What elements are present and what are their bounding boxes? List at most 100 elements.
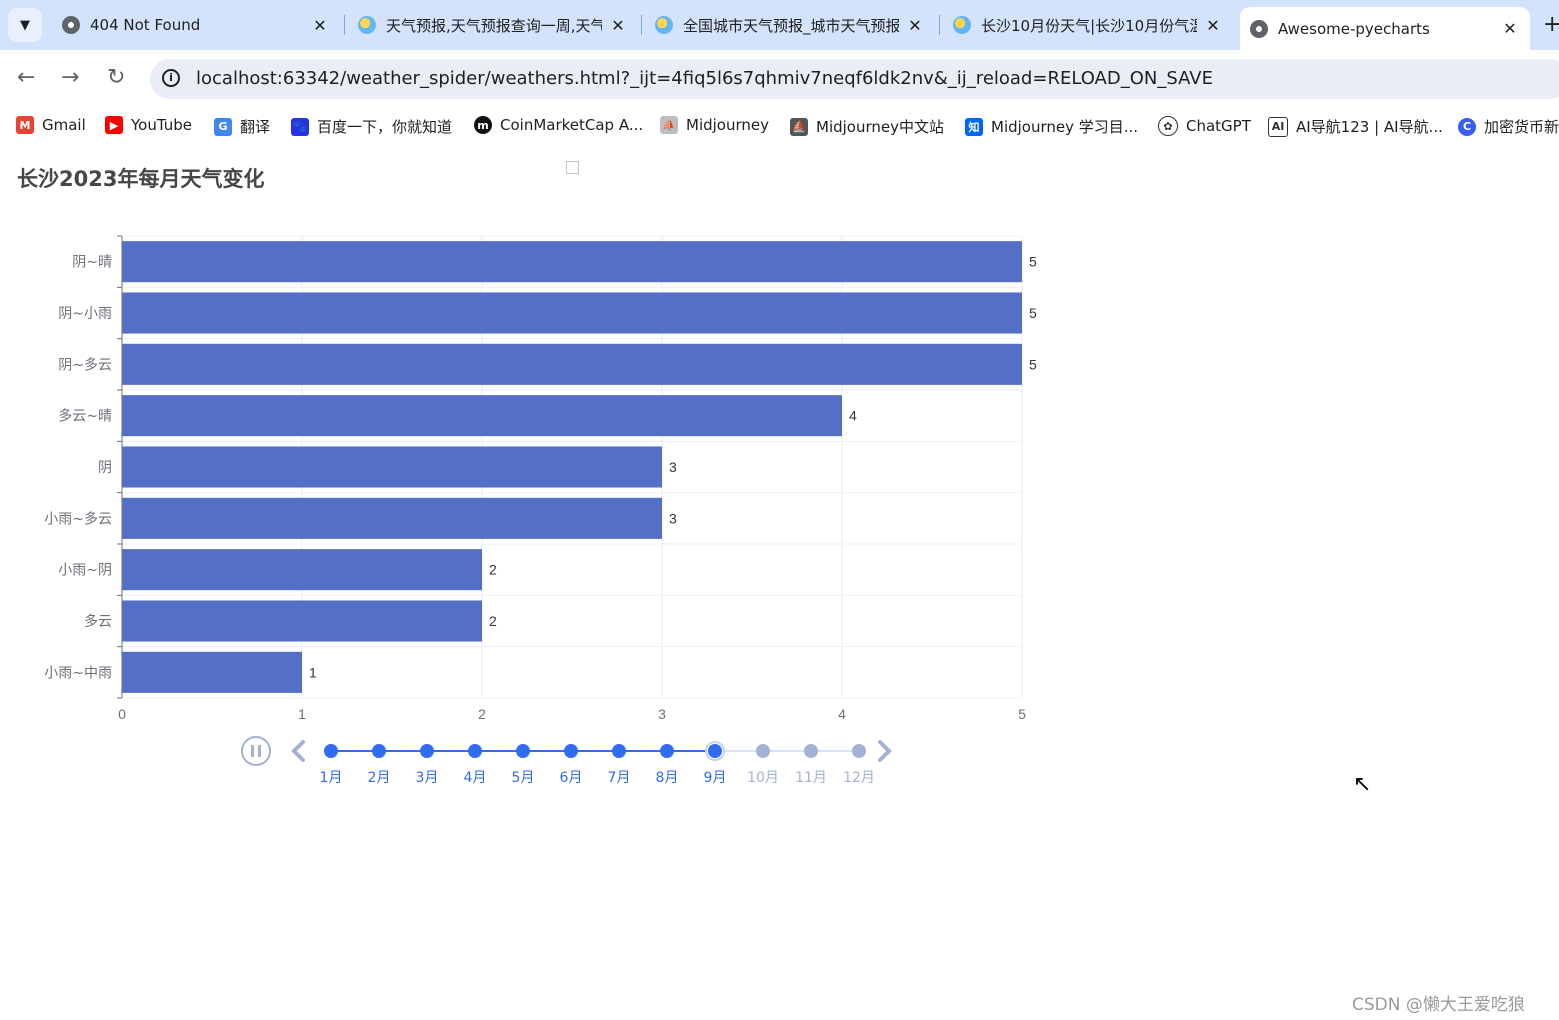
bookmark-midjourney-cn[interactable]: ⛵ Midjourney中文站 (790, 116, 944, 137)
bar-data-label: 4 (849, 408, 857, 424)
bookmark-crypto[interactable]: C 加密货币新 (1458, 116, 1559, 137)
timeline-dot[interactable] (468, 744, 482, 758)
bookmark-chatgpt[interactable]: ✿ ChatGPT (1158, 116, 1251, 136)
timeline-month-label[interactable]: 12月 (843, 770, 875, 786)
bookmark-youtube[interactable]: ▶ YouTube (105, 116, 192, 134)
weather-site-icon (953, 16, 971, 34)
timeline-dot[interactable] (756, 744, 770, 758)
mouse-cursor-icon: ↖ (1353, 772, 1372, 797)
bookmark-gmail[interactable]: M Gmail (16, 116, 86, 134)
tab-title: 404 Not Found (90, 16, 201, 34)
tab-city-weather[interactable]: 全国城市天气预报_城市天气预报 ✕ (653, 0, 933, 50)
timeline-dot[interactable] (612, 744, 626, 758)
y-tick-label: 阴 (98, 460, 112, 476)
tab-404[interactable]: 404 Not Found ✕ (58, 0, 338, 50)
bar-data-label: 2 (489, 613, 497, 629)
next-arrow-icon[interactable] (878, 740, 892, 762)
close-icon[interactable]: ✕ (1503, 19, 1517, 38)
address-bar[interactable]: i localhost:63342/weather_spider/weather… (150, 59, 1559, 99)
bookmark-label: 加密货币新 (1484, 118, 1559, 136)
timeline-dot[interactable] (564, 744, 578, 758)
tab-weather-forecast[interactable]: 天气预报,天气预报查询一周,天气 ✕ (356, 0, 636, 50)
watermark: CSDN @懒大王爱吃狼 (1352, 995, 1525, 1015)
url-text[interactable]: localhost:63342/weather_spider/weathers.… (196, 68, 1213, 89)
bookmark-ai-nav[interactable]: AI AI导航123 | AI导航... (1268, 116, 1443, 137)
bookmark-label: Midjourney中文站 (816, 118, 944, 136)
x-tick-label: 1 (298, 706, 306, 722)
weather-site-icon (655, 16, 673, 34)
bookmark-label: ChatGPT (1186, 117, 1251, 135)
crypto-icon: C (1458, 117, 1476, 136)
forward-arrow-icon[interactable]: → (61, 65, 80, 90)
bar[interactable] (122, 395, 842, 437)
close-icon[interactable]: ✕ (611, 15, 625, 35)
timeline-dot[interactable] (852, 744, 866, 758)
y-tick-label: 小雨~多云 (44, 510, 112, 527)
bar[interactable] (122, 292, 1022, 334)
bar-data-label: 5 (1029, 305, 1037, 321)
bookmark-label: Midjourney 学习目... (991, 118, 1139, 136)
bar-data-label: 3 (669, 510, 677, 526)
bar[interactable] (122, 446, 662, 488)
site-info-icon[interactable]: i (162, 69, 180, 87)
y-tick-label: 小雨~阴 (58, 563, 112, 579)
back-arrow-icon[interactable]: ← (17, 65, 36, 90)
x-tick-label: 2 (478, 706, 486, 722)
close-icon[interactable]: ✕ (313, 15, 327, 35)
bookmark-label: 翻译 (240, 118, 271, 136)
zhihu-icon: 知 (965, 117, 983, 136)
bookmark-label: Midjourney (686, 116, 769, 134)
timeline-dot[interactable] (660, 744, 674, 758)
bar[interactable] (122, 549, 482, 591)
bookmark-zhihu[interactable]: 知 Midjourney 学习目... (965, 116, 1138, 137)
timeline-month-label[interactable]: 6月 (560, 770, 583, 786)
midjourney-cn-icon: ⛵ (790, 117, 808, 136)
tab-divider (641, 15, 642, 35)
bar[interactable] (122, 497, 662, 539)
bookmark-label: AI导航123 | AI导航... (1296, 118, 1443, 136)
timeline-month-label[interactable]: 2月 (368, 770, 391, 786)
timeline-month-label[interactable]: 5月 (512, 770, 535, 786)
tab-title: 长沙10月份天气|长沙10月份气温 (981, 16, 1197, 35)
bar[interactable] (122, 241, 1022, 283)
chevron-down-icon: ▼ (20, 17, 30, 33)
timeline-dot[interactable] (516, 744, 530, 758)
tab-changsha-october[interactable]: 长沙10月份天气|长沙10月份气温 ✕ (951, 0, 1231, 50)
timeline-dot[interactable] (324, 744, 338, 758)
timeline-dot[interactable] (804, 744, 818, 758)
timeline-dot[interactable] (420, 744, 434, 758)
chart-toolbox-icon[interactable] (566, 161, 579, 174)
pause-button[interactable] (241, 736, 271, 766)
timeline-month-label[interactable]: 9月 (704, 770, 727, 786)
timeline-month-label[interactable]: 11月 (795, 770, 827, 786)
bookmark-coinmarketcap[interactable]: m CoinMarketCap A... (474, 116, 643, 134)
pause-icon (251, 745, 254, 757)
timeline-month-label[interactable]: 1月 (320, 770, 343, 786)
timeline-dot[interactable] (708, 744, 722, 758)
timeline-month-label[interactable]: 10月 (747, 770, 779, 786)
prev-arrow-icon[interactable] (291, 740, 305, 762)
tab-awesome-pyecharts[interactable]: Awesome-pyecharts ✕ (1240, 7, 1530, 50)
reload-icon[interactable]: ↻ (107, 65, 126, 90)
close-icon[interactable]: ✕ (1206, 15, 1220, 35)
close-icon[interactable]: ✕ (908, 15, 922, 35)
ai-nav-icon: AI (1268, 116, 1288, 137)
timeline-dot[interactable] (372, 744, 386, 758)
bar[interactable] (122, 600, 482, 642)
tab-search-button[interactable]: ▼ (8, 8, 42, 42)
y-tick-label: 小雨~中雨 (44, 665, 112, 681)
timeline-month-label[interactable]: 4月 (464, 770, 487, 786)
bar[interactable] (122, 651, 302, 693)
bar[interactable] (122, 343, 1022, 385)
x-tick-label: 3 (658, 706, 666, 722)
bookmark-translate[interactable]: G 翻译 (214, 116, 270, 137)
timeline-month-label[interactable]: 3月 (416, 770, 439, 786)
bookmark-label: 百度一下，你就知道 (317, 118, 453, 136)
timeline-month-label[interactable]: 8月 (656, 770, 679, 786)
bookmarks-bar: M Gmail ▶ YouTube G 翻译 🐾 百度一下，你就知道 m Coi… (0, 107, 1559, 147)
bookmark-baidu[interactable]: 🐾 百度一下，你就知道 (291, 116, 452, 137)
bookmark-label: YouTube (131, 116, 192, 134)
bookmark-midjourney[interactable]: ⛵ Midjourney (660, 116, 769, 134)
new-tab-button[interactable]: + (1543, 12, 1559, 37)
timeline-month-label[interactable]: 7月 (608, 770, 631, 786)
